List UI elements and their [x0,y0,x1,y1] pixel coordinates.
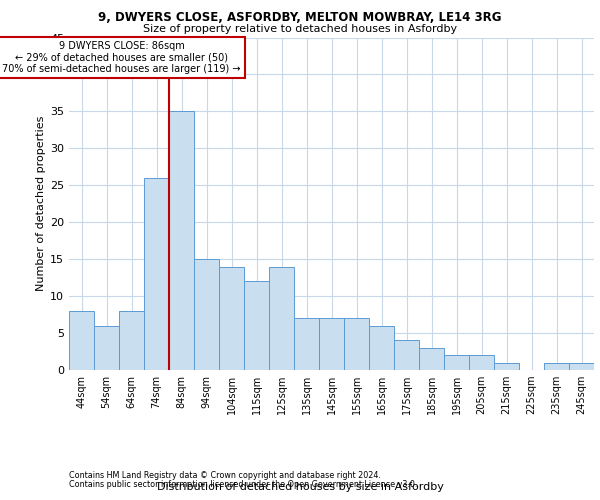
Bar [144,178,169,370]
Bar [69,311,94,370]
Text: Contains public sector information licensed under the Open Government Licence v3: Contains public sector information licen… [69,480,418,489]
Bar [419,348,444,370]
Bar [369,326,394,370]
Bar [219,266,244,370]
Bar [569,362,594,370]
Y-axis label: Number of detached properties: Number of detached properties [36,116,46,292]
Bar [544,362,569,370]
Bar [394,340,419,370]
Bar [344,318,369,370]
Bar [119,311,144,370]
Bar [169,112,194,370]
Bar [294,318,319,370]
Bar [94,326,119,370]
Text: 9, DWYERS CLOSE, ASFORDBY, MELTON MOWBRAY, LE14 3RG: 9, DWYERS CLOSE, ASFORDBY, MELTON MOWBRA… [98,11,502,24]
Bar [444,355,469,370]
Bar [269,266,294,370]
Text: 9 DWYERS CLOSE: 86sqm
← 29% of detached houses are smaller (50)
70% of semi-deta: 9 DWYERS CLOSE: 86sqm ← 29% of detached … [2,41,241,74]
Bar [494,362,519,370]
Bar [469,355,494,370]
Bar [194,259,219,370]
Bar [319,318,344,370]
Text: Size of property relative to detached houses in Asfordby: Size of property relative to detached ho… [143,24,457,34]
Text: Contains HM Land Registry data © Crown copyright and database right 2024.: Contains HM Land Registry data © Crown c… [69,471,381,480]
Bar [244,282,269,370]
Text: Distribution of detached houses by size in Asfordby: Distribution of detached houses by size … [157,482,443,492]
